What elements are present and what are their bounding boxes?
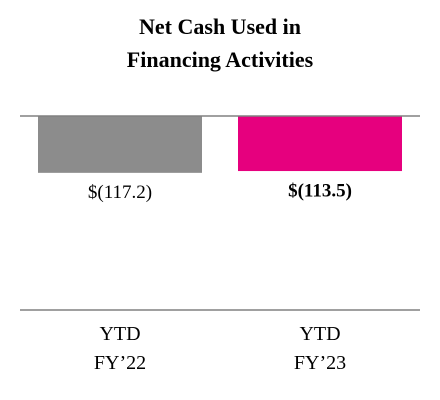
bar [238, 116, 402, 172]
bar [38, 116, 202, 173]
x-tick-label: YTD FY’23 [293, 323, 347, 374]
x-tick-label: YTD FY’22 [93, 323, 147, 374]
value-label: $(117.2) [88, 182, 152, 203]
chart-title: Net Cash Used in Financing Activities [126, 14, 314, 72]
value-label: $(113.5) [288, 180, 352, 201]
